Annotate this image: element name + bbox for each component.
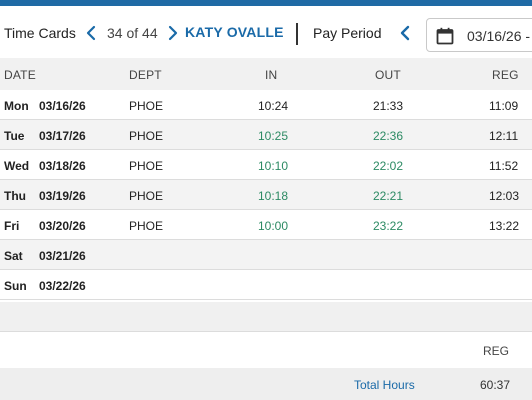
day-cell: Tue [4,129,25,143]
in-cell: 10:24 [258,99,289,113]
table-row[interactable]: Sun 03/22/26 [0,270,532,300]
pay-period-label: Pay Period [313,25,382,41]
date-cell: 03/20/26 [39,219,86,233]
table-row[interactable]: Mon 03/16/26 PHOE 10:24 21:33 11:09 [0,90,532,120]
date-cell: 03/16/26 [39,99,86,113]
in-cell: 10:00 [258,219,289,233]
table-row[interactable]: Tue 03/17/26 PHOE 10:25 22:36 12:11 [0,120,532,150]
day-cell: Thu [4,189,26,203]
column-header-reg[interactable]: REG [492,68,519,82]
day-cell: Wed [4,159,30,173]
out-cell: 22:21 [373,189,404,203]
reg-cell: 13:22 [489,219,520,233]
employee-name[interactable]: KATY OVALLE [185,24,284,40]
summary-reg-header: REG [483,344,510,358]
page-title: Time Cards [4,25,76,41]
table-row[interactable]: Sat 03/21/26 [0,240,532,270]
out-cell: 21:33 [373,99,404,113]
reg-cell: 12:03 [489,189,520,203]
dept-cell: PHOE [129,129,164,143]
dept-cell: PHOE [129,219,164,233]
day-cell: Fri [4,219,20,233]
day-cell: Sat [4,249,23,263]
pay-period-date-field[interactable]: 03/16/26 - [426,18,532,52]
out-cell: 22:36 [373,129,404,143]
table-header: DATE DEPT IN OUT REG [0,58,532,90]
column-header-in[interactable]: IN [265,68,278,82]
record-counter: 34 of 44 [107,25,158,41]
totals-row: Total Hours 60:37 [0,368,532,400]
in-cell: 10:18 [258,189,289,203]
table-row[interactable]: Thu 03/19/26 PHOE 10:18 22:21 12:03 [0,180,532,210]
pay-period-date-value: 03/16/26 - [467,28,531,44]
table-footer-spacer [0,302,532,332]
out-cell: 22:02 [373,159,404,173]
summary-header: REG [0,332,532,368]
date-cell: 03/21/26 [39,249,86,263]
column-header-out[interactable]: OUT [375,68,401,82]
out-cell: 23:22 [373,219,404,233]
reg-cell: 12:11 [489,129,519,143]
reg-cell: 11:09 [489,99,519,113]
table-row[interactable]: Wed 03/18/26 PHOE 10:10 22:02 11:52 [0,150,532,180]
toolbar-divider [296,23,298,45]
column-header-dept[interactable]: DEPT [129,68,162,82]
total-hours-value: 60:37 [480,378,511,392]
reg-cell: 11:52 [489,159,519,173]
total-hours-label: Total Hours [354,378,415,392]
in-cell: 10:10 [258,159,289,173]
timecard-table-body: Mon 03/16/26 PHOE 10:24 21:33 11:09 Tue … [0,90,532,300]
dept-cell: PHOE [129,189,164,203]
chevron-left-icon[interactable] [84,24,98,42]
dept-cell: PHOE [129,99,164,113]
date-cell: 03/19/26 [39,189,86,203]
column-header-date[interactable]: DATE [4,68,36,82]
date-cell: 03/17/26 [39,129,86,143]
timecard-toolbar: Time Cards 34 of 44 KATY OVALLE Pay Peri… [0,6,532,58]
date-cell: 03/22/26 [39,279,86,293]
top-accent-bar [0,0,532,6]
dept-cell: PHOE [129,159,164,173]
in-cell: 10:25 [258,129,289,143]
day-cell: Sun [4,279,27,293]
chevron-right-icon[interactable] [166,24,180,42]
pay-period-prev-icon[interactable] [398,24,412,42]
date-cell: 03/18/26 [39,159,86,173]
day-cell: Mon [4,99,29,113]
calendar-icon[interactable] [436,27,454,45]
table-row[interactable]: Fri 03/20/26 PHOE 10:00 23:22 13:22 [0,210,532,240]
